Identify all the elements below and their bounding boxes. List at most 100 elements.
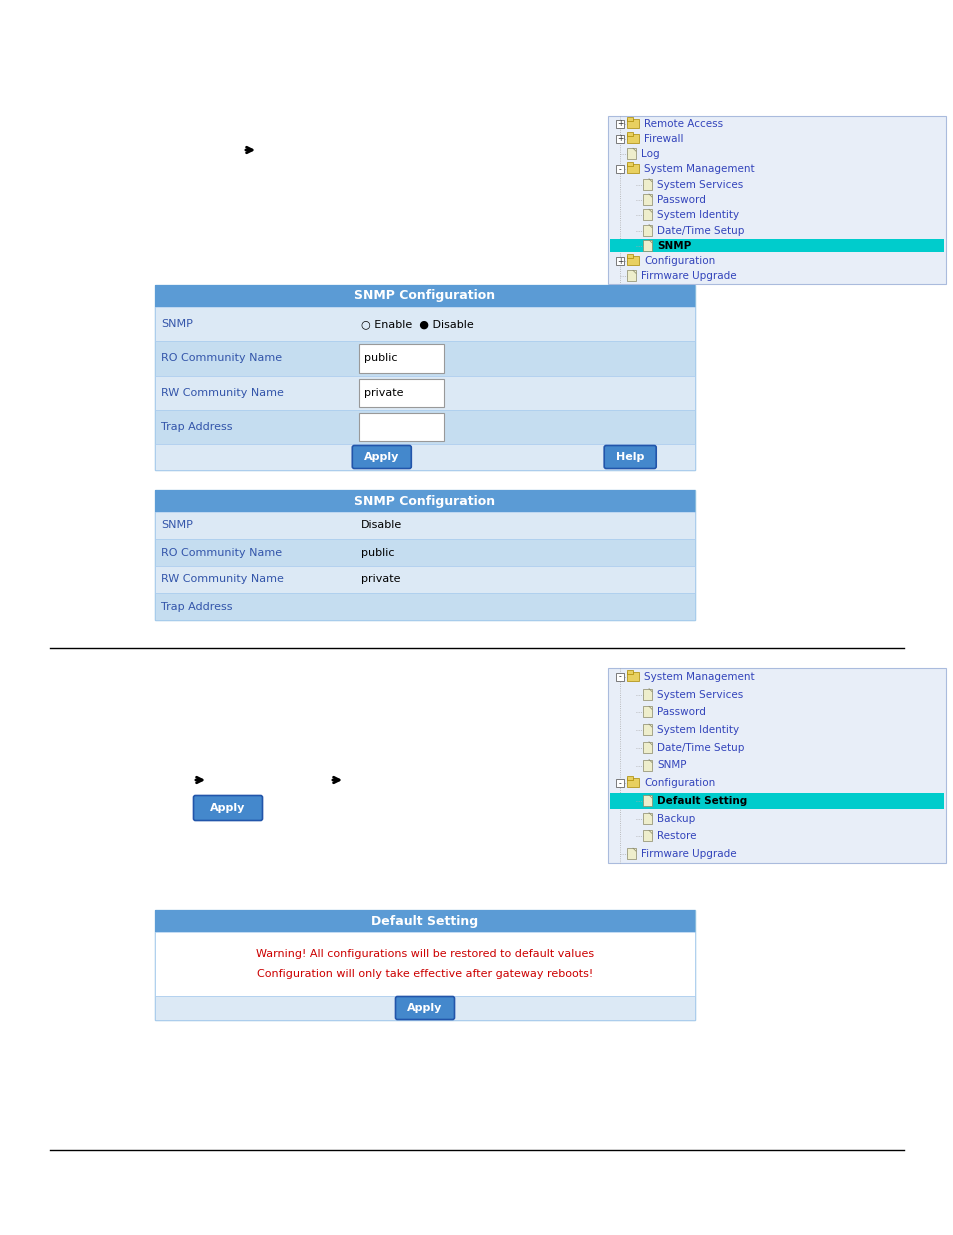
Text: SNMP: SNMP: [161, 319, 193, 329]
Text: System Management: System Management: [643, 672, 754, 682]
Bar: [642, 194, 651, 205]
FancyBboxPatch shape: [603, 446, 656, 468]
Bar: [626, 164, 639, 173]
Text: Default Setting: Default Setting: [371, 914, 478, 927]
Text: SNMP: SNMP: [161, 520, 193, 531]
Text: Remote Access: Remote Access: [643, 119, 722, 128]
Text: System Identity: System Identity: [657, 725, 739, 735]
Bar: [616, 779, 623, 787]
Bar: [626, 132, 633, 136]
Bar: [358, 412, 443, 441]
Bar: [626, 116, 633, 121]
Bar: [358, 378, 443, 406]
Bar: [154, 513, 695, 538]
Text: Apply: Apply: [364, 452, 399, 462]
Bar: [616, 165, 623, 173]
Bar: [642, 209, 651, 220]
Bar: [154, 445, 695, 471]
Text: System Identity: System Identity: [657, 210, 739, 220]
Bar: [154, 285, 695, 308]
Bar: [358, 345, 443, 373]
Bar: [626, 270, 636, 282]
Bar: [642, 830, 651, 841]
Bar: [154, 308, 695, 341]
Bar: [626, 148, 636, 159]
Bar: [626, 256, 639, 266]
Text: Trap Address: Trap Address: [161, 422, 233, 432]
Bar: [154, 932, 695, 995]
Bar: [626, 254, 633, 258]
Text: Password: Password: [657, 708, 705, 718]
Bar: [154, 410, 695, 445]
Bar: [642, 795, 651, 806]
Text: Firmware Upgrade: Firmware Upgrade: [640, 850, 736, 860]
Text: -: -: [618, 779, 620, 788]
Text: Warning! All configurations will be restored to default values: Warning! All configurations will be rest…: [255, 950, 594, 960]
Text: Configuration: Configuration: [643, 256, 715, 266]
Text: SNMP Configuration: SNMP Configuration: [355, 494, 495, 508]
Bar: [626, 669, 633, 674]
Bar: [609, 793, 943, 809]
Bar: [626, 133, 639, 143]
Bar: [626, 848, 636, 860]
Bar: [607, 116, 945, 284]
Text: Restore: Restore: [657, 831, 696, 841]
FancyBboxPatch shape: [352, 446, 411, 468]
Bar: [642, 760, 651, 771]
Text: Apply: Apply: [407, 1003, 442, 1013]
Bar: [154, 566, 695, 593]
Bar: [626, 777, 633, 781]
Text: Log: Log: [640, 149, 659, 159]
Text: RO Community Name: RO Community Name: [161, 353, 282, 363]
Bar: [642, 742, 651, 753]
Bar: [154, 593, 695, 620]
Text: Disable: Disable: [360, 520, 401, 531]
Text: Password: Password: [657, 195, 705, 205]
Text: Firewall: Firewall: [643, 133, 682, 144]
Bar: [154, 995, 695, 1020]
FancyBboxPatch shape: [395, 997, 454, 1020]
Text: Backup: Backup: [657, 814, 695, 824]
Text: Default Setting: Default Setting: [657, 795, 746, 806]
Bar: [154, 910, 695, 1020]
Bar: [642, 225, 651, 236]
Bar: [642, 813, 651, 824]
Text: +: +: [617, 257, 622, 266]
Bar: [626, 119, 639, 127]
Text: RW Community Name: RW Community Name: [161, 574, 284, 584]
Text: -: -: [618, 165, 620, 174]
Bar: [609, 240, 943, 252]
Bar: [626, 778, 639, 787]
Bar: [642, 706, 651, 718]
Text: SNMP: SNMP: [657, 241, 691, 251]
Text: System Services: System Services: [657, 180, 742, 190]
FancyBboxPatch shape: [193, 795, 262, 820]
Bar: [616, 673, 623, 680]
Text: public: public: [363, 353, 396, 363]
Bar: [154, 285, 695, 471]
Text: SNMP: SNMP: [657, 761, 686, 771]
Text: Help: Help: [616, 452, 643, 462]
Text: Date/Time Setup: Date/Time Setup: [657, 742, 743, 753]
Bar: [154, 490, 695, 620]
Bar: [616, 135, 623, 143]
Text: -: -: [618, 672, 620, 682]
Bar: [154, 341, 695, 375]
Bar: [642, 689, 651, 699]
Bar: [607, 668, 945, 863]
Text: ○ Enable  ● Disable: ○ Enable ● Disable: [360, 319, 473, 329]
Text: private: private: [363, 388, 403, 398]
Text: +: +: [617, 135, 622, 143]
Text: Configuration: Configuration: [643, 778, 715, 788]
Text: SNMP Configuration: SNMP Configuration: [355, 289, 495, 303]
Bar: [616, 120, 623, 127]
Text: Apply: Apply: [210, 803, 246, 813]
Bar: [616, 257, 623, 266]
Bar: [642, 724, 651, 735]
Text: public: public: [360, 547, 394, 557]
Bar: [626, 672, 639, 680]
Bar: [154, 538, 695, 566]
Text: System Management: System Management: [643, 164, 754, 174]
Text: System Services: System Services: [657, 689, 742, 699]
Text: private: private: [360, 574, 400, 584]
